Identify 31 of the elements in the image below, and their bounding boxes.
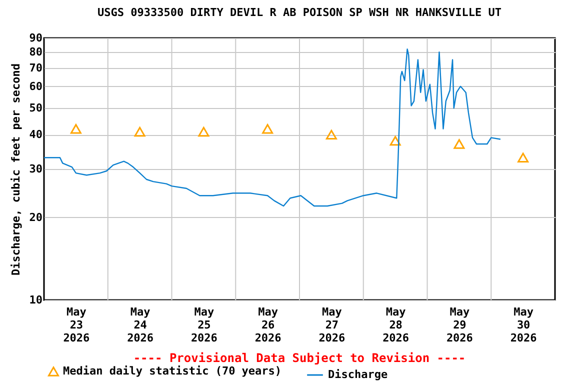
legend-label: Discharge	[328, 368, 388, 381]
point	[134, 126, 146, 137]
x-tick-label: May 29 2026	[446, 306, 474, 344]
point	[198, 126, 210, 137]
legend-label: Median daily statistic (70 years)	[63, 364, 282, 378]
point	[262, 124, 274, 134]
y-tick-label: 60	[29, 80, 42, 93]
x-tick-label: May 26 2026	[254, 306, 282, 344]
point	[518, 152, 529, 162]
y-tick-label: 40	[29, 128, 42, 142]
chart-title: USGS 09333500 DIRTY DEVIL R AB POISON SP WSH NR HANKSVILLE UT	[98, 6, 502, 19]
text: ---- Provisional Data Subject to Revision ----	[133, 351, 466, 365]
point	[454, 139, 465, 149]
x-tick-label: May 27 2026	[318, 306, 346, 344]
x-tick-label: May 30 2026	[510, 306, 538, 344]
point	[390, 136, 401, 146]
y-tick-label: 70	[29, 61, 42, 74]
x-tick-label: May 25 2026	[190, 306, 218, 344]
y-tick-label: 10	[29, 294, 42, 306]
point	[326, 130, 337, 140]
x-tick-label: May 23 2026	[63, 306, 90, 344]
point	[70, 124, 82, 134]
y-tick-label: 80	[29, 46, 42, 59]
line-series	[44, 48, 502, 207]
y-axis-title: Discharge, cubic feet per second	[9, 64, 22, 276]
x-tick-label: May 28 2026	[382, 306, 410, 344]
y-tick-label: 30	[29, 162, 42, 176]
x-tick-label: May 24 2026	[127, 306, 154, 344]
y-tick-label: 20	[29, 210, 42, 224]
y-tick-label: 50	[29, 102, 42, 115]
y-tick-label: 90	[29, 32, 42, 44]
